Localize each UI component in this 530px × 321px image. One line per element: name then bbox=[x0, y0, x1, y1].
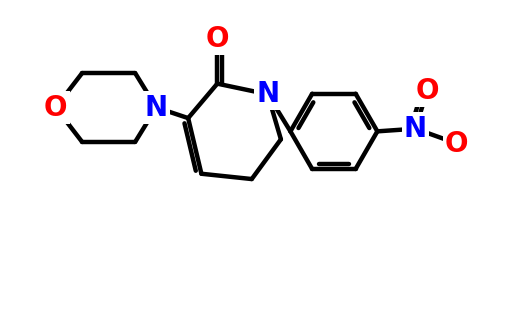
Text: N: N bbox=[256, 80, 279, 108]
Text: O: O bbox=[445, 130, 469, 158]
Text: O: O bbox=[206, 25, 229, 53]
Text: N: N bbox=[404, 115, 427, 143]
Text: O: O bbox=[416, 76, 439, 105]
Text: O: O bbox=[44, 93, 67, 122]
Text: N: N bbox=[145, 93, 168, 122]
